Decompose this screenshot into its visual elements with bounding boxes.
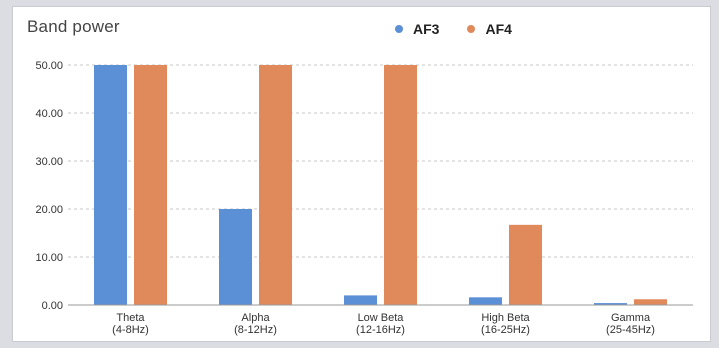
x-tick-label: (8-12Hz): [234, 324, 277, 336]
y-tick-label: 20.00: [35, 204, 63, 216]
chart-title: Band power: [27, 17, 120, 36]
bar-af4: [134, 65, 167, 305]
x-tick-label: High Beta: [481, 312, 530, 324]
x-tick-label: (12-16Hz): [356, 324, 405, 336]
bar-chart: 0.00 10.00 20.00 30.00 40.00 50.00 Theta(4-8Hz…: [35, 60, 693, 336]
x-tick-label: (16-25Hz): [481, 324, 530, 336]
bar-af3: [344, 295, 377, 305]
x-tick-label: Gamma: [611, 312, 651, 324]
legend-swatch-af3: [395, 25, 403, 33]
bar-af3: [594, 303, 627, 305]
bar-af4: [259, 65, 292, 305]
bar-af4: [384, 65, 417, 305]
x-tick-label: Alpha: [241, 312, 270, 324]
legend: AF3 AF4: [395, 21, 512, 37]
legend-item-af4: AF4: [467, 21, 512, 37]
bar-af3: [469, 297, 502, 305]
x-tick-label: (25-45Hz): [606, 324, 655, 336]
x-tick-label: Theta: [116, 312, 145, 324]
y-tick-label: 50.00: [35, 60, 63, 72]
y-tick-label: 0.00: [42, 300, 63, 312]
legend-label-af4: AF4: [485, 21, 512, 37]
bar-af3: [94, 65, 127, 305]
legend-label-af3: AF3: [413, 21, 440, 37]
y-tick-label: 40.00: [35, 108, 63, 120]
bar-af4: [634, 299, 667, 305]
x-tick-label: Low Beta: [358, 312, 405, 324]
chart-panel: Band power AF3 AF4 0.00 10.00 20.00 30.00 40…: [12, 6, 711, 342]
x-tick-label: (4-8Hz): [112, 324, 149, 336]
y-tick-label: 10.00: [35, 252, 63, 264]
legend-swatch-af4: [467, 25, 476, 33]
bar-af3: [219, 209, 252, 305]
legend-item-af3: AF3: [395, 21, 439, 37]
bar-af4: [509, 224, 542, 305]
y-tick-label: 30.00: [35, 156, 63, 168]
